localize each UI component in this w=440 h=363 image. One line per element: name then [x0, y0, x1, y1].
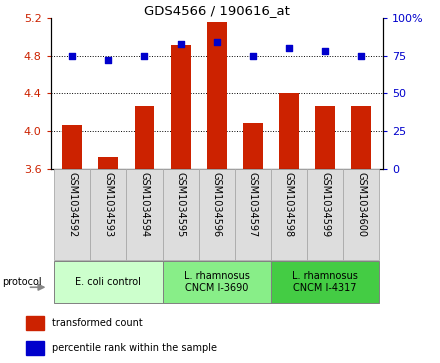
- Point: [177, 41, 184, 47]
- Text: protocol: protocol: [2, 277, 42, 287]
- Bar: [26, 341, 44, 355]
- Bar: [162, 261, 271, 303]
- Text: E. coli control: E. coli control: [75, 277, 141, 287]
- Bar: [62, 125, 82, 169]
- Text: L. rhamnosus
CNCM I-4317: L. rhamnosus CNCM I-4317: [292, 272, 358, 293]
- Bar: [235, 169, 271, 260]
- Point: [322, 48, 329, 54]
- Bar: [162, 169, 198, 260]
- Text: GSM1034594: GSM1034594: [139, 172, 150, 237]
- Text: GSM1034597: GSM1034597: [248, 172, 258, 237]
- Text: L. rhamnosus
CNCM I-3690: L. rhamnosus CNCM I-3690: [184, 272, 249, 293]
- Bar: [135, 106, 154, 169]
- Bar: [351, 106, 371, 169]
- Point: [286, 45, 293, 51]
- Bar: [126, 169, 162, 260]
- Bar: [271, 261, 379, 303]
- Bar: [171, 45, 191, 169]
- Bar: [26, 316, 44, 330]
- Bar: [54, 169, 90, 260]
- Text: transformed count: transformed count: [52, 318, 143, 328]
- Text: GSM1034596: GSM1034596: [212, 172, 222, 237]
- Text: GSM1034593: GSM1034593: [103, 172, 114, 237]
- Point: [105, 57, 112, 63]
- Bar: [343, 169, 379, 260]
- Point: [249, 53, 257, 59]
- Text: GSM1034592: GSM1034592: [67, 172, 77, 237]
- Point: [358, 53, 365, 59]
- Bar: [90, 169, 126, 260]
- Bar: [99, 156, 118, 169]
- Bar: [243, 123, 263, 169]
- Bar: [279, 93, 299, 169]
- Text: GSM1034599: GSM1034599: [320, 172, 330, 237]
- Text: GSM1034598: GSM1034598: [284, 172, 294, 237]
- Point: [69, 53, 76, 59]
- Bar: [307, 169, 343, 260]
- Bar: [271, 169, 307, 260]
- Text: percentile rank within the sample: percentile rank within the sample: [52, 343, 217, 353]
- Bar: [207, 22, 227, 169]
- Text: GSM1034595: GSM1034595: [176, 172, 186, 237]
- Point: [141, 53, 148, 59]
- Point: [213, 39, 220, 45]
- Bar: [315, 106, 335, 169]
- Text: GSM1034600: GSM1034600: [356, 172, 366, 237]
- Title: GDS4566 / 190616_at: GDS4566 / 190616_at: [144, 4, 290, 17]
- Bar: [54, 261, 162, 303]
- Bar: [198, 169, 235, 260]
